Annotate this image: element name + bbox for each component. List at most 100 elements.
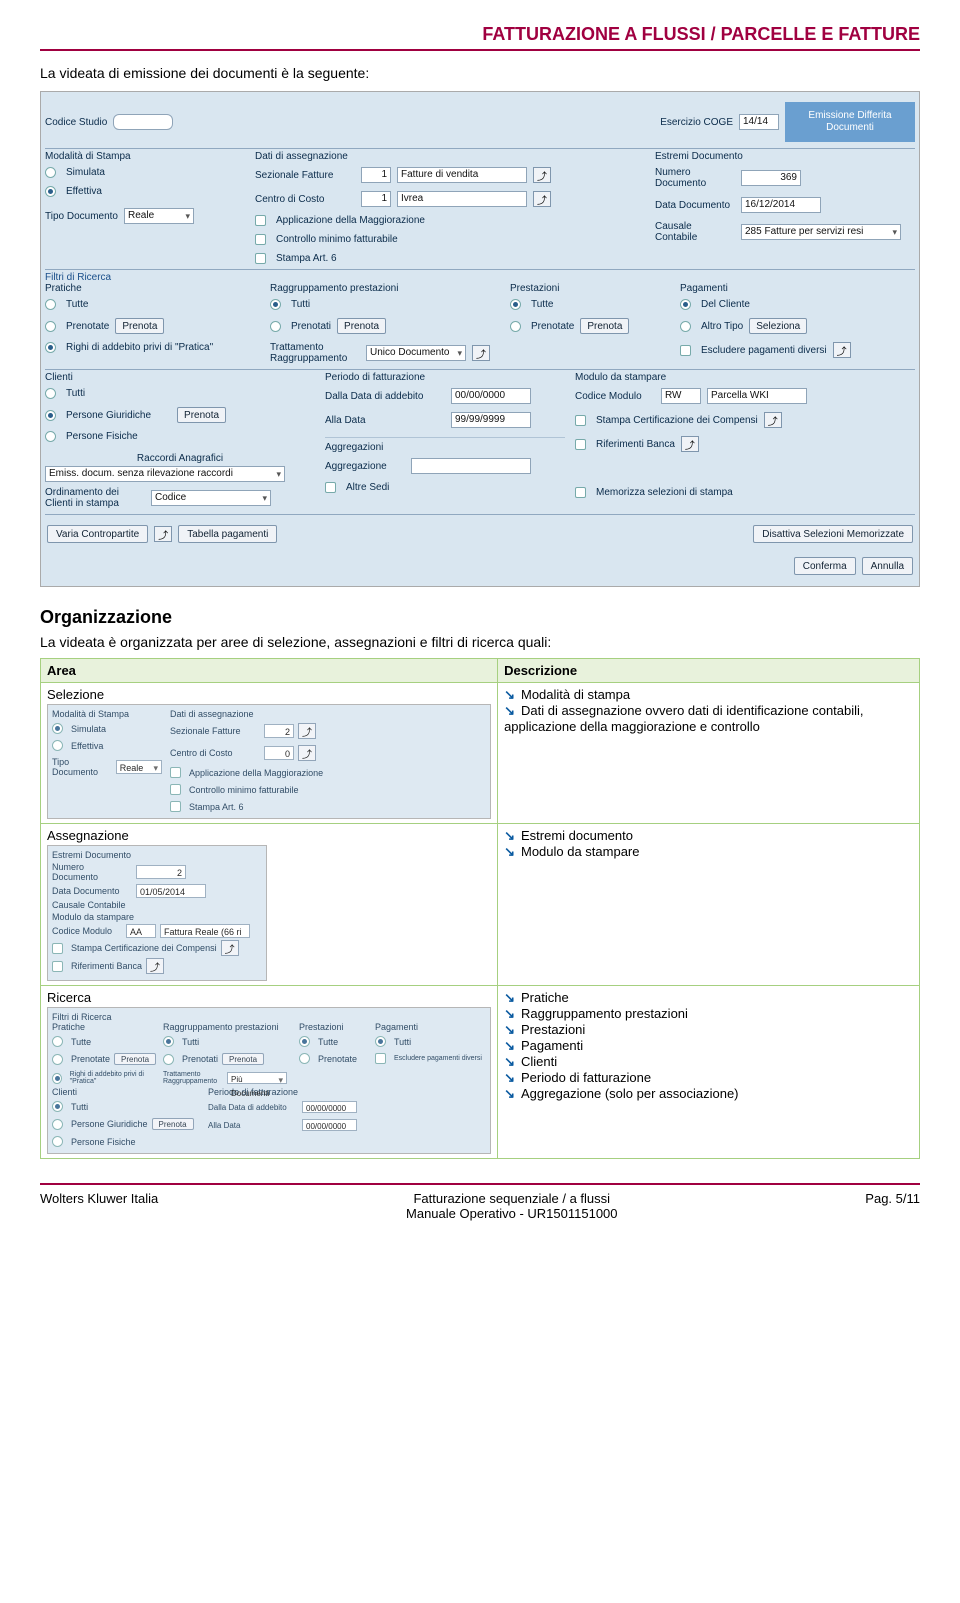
raggr-tutti-radio[interactable] [270,299,281,310]
list-item: Dati di assegnazione ovvero dati di iden… [504,703,913,734]
prest-tutte-radio[interactable] [510,299,521,310]
filtri-ricerca-label: Filtri di Ricerca [45,272,111,283]
sezionale-lookup-icon[interactable]: ⤴ [533,167,551,183]
memorizza-check[interactable] [575,487,586,498]
organizzazione-table: Area Descrizione Selezione Modalità di S… [40,658,920,1159]
tratt-raggr-dropdown[interactable]: Unico Documento [366,345,466,361]
tipo-documento-dropdown[interactable]: Reale [124,208,194,224]
prest-prenota-button[interactable]: Prenota [580,318,629,334]
esercizio-coge-field[interactable]: 14/14 [739,114,779,130]
esercizio-coge-label: Esercizio COGE [660,117,733,128]
mini-assegnazione-panel: Estremi Documento Numero Documento2 Data… [47,845,267,981]
aggregazione-field[interactable] [411,458,531,474]
controllo-min-check[interactable] [255,234,266,245]
dalla-data-field[interactable]: 00/00/0000 [451,388,531,404]
varia-lookup-icon[interactable]: ⤴ [154,526,172,542]
varia-contropartite-button[interactable]: Varia Contropartite [47,525,148,543]
numero-doc-label: Numero Documento [655,167,735,189]
pratiche-prenota-button[interactable]: Prenota [115,318,164,334]
centro-costo-desc-field[interactable]: Ivrea [397,191,527,207]
codice-modulo-desc-field[interactable]: Parcella WKI [707,388,807,404]
causale-dropdown[interactable]: 285 Fatture per servizi resi [741,224,901,240]
pratiche-prenotate-radio[interactable] [45,321,56,332]
table-row: Selezione Modalità di Stampa Simulata Ef… [41,683,920,824]
prestazioni-label: Prestazioni [510,283,670,294]
organizzazione-title: Organizzazione [40,607,920,628]
centro-costo-label: Centro di Costo [255,194,355,205]
codice-studio-field[interactable] [113,114,173,130]
simulata-radio[interactable] [45,167,56,178]
escludere-pag-lookup-icon[interactable]: ⤴ [833,342,851,358]
ordinamento-dropdown[interactable]: Codice [151,490,271,506]
righi-addebito-radio[interactable] [45,342,56,353]
altre-sedi-check[interactable] [325,482,336,493]
lookup-icon[interactable]: ⤴ [221,940,239,956]
sezionale-desc-field[interactable]: Fatture di vendita [397,167,527,183]
clienti-pg-radio[interactable] [45,410,56,421]
escludere-pag-check[interactable] [680,345,691,356]
raggr-prenota-button[interactable]: Prenota [337,318,386,334]
disattiva-selezioni-button[interactable]: Disattiva Selezioni Memorizzate [753,525,913,543]
footer-left: Wolters Kluwer Italia [40,1191,158,1221]
pag-altro-radio[interactable] [680,321,691,332]
centro-costo-num-field[interactable]: 1 [361,191,391,207]
modulo-stampare-label: Modulo da stampare [575,372,915,383]
tipo-documento-label: Tipo Documento [45,211,118,222]
list-item: Pratiche [504,990,913,1006]
rif-banca-check[interactable] [575,439,586,450]
alla-data-field[interactable]: 99/99/9999 [451,412,531,428]
effettiva-label: Effettiva [66,186,102,197]
data-doc-field[interactable]: 16/12/2014 [741,197,821,213]
annulla-button[interactable]: Annulla [862,557,913,575]
list-item: Estremi documento [504,828,913,844]
main-ui-panel: Codice Studio Esercizio COGE 14/14 Emiss… [40,91,920,587]
list-item: Periodo di fatturazione [504,1070,913,1086]
raggr-prenotati-radio[interactable] [270,321,281,332]
footer-right: Pag. 5/11 [865,1191,920,1221]
effettiva-radio[interactable] [45,186,56,197]
aggregazione-label: Aggregazione [325,461,405,472]
sezionale-num-field[interactable]: 1 [361,167,391,183]
table-row: Ricerca Filtri di Ricerca Pratiche Tutte… [41,986,920,1159]
tabella-pagamenti-button[interactable]: Tabella pagamenti [178,525,277,543]
lookup-icon[interactable]: ⤴ [298,745,316,761]
list-item: Clienti [504,1054,913,1070]
causale-label: Causale Contabile [655,221,735,243]
stampa-art6-check[interactable] [255,253,266,264]
codice-modulo-field[interactable]: RW [661,388,701,404]
prest-prenotate-radio[interactable] [510,321,521,332]
stampa-cert-lookup-icon[interactable]: ⤴ [764,412,782,428]
area-assegnazione-label: Assegnazione [47,828,491,843]
pratiche-tutte-radio[interactable] [45,299,56,310]
col-area-header: Area [41,659,498,683]
pag-delcliente-radio[interactable] [680,299,691,310]
centro-costo-lookup-icon[interactable]: ⤴ [533,191,551,207]
lookup-icon[interactable]: ⤴ [146,958,164,974]
alla-data-label: Alla Data [325,415,445,426]
clienti-prenota-button[interactable]: Prenota [177,407,226,423]
simulata-label: Simulata [66,167,105,178]
clienti-tutti-radio[interactable] [45,388,56,399]
ordinamento-label: Ordinamento dei Clienti in stampa [45,487,145,509]
clienti-label: Clienti [45,372,315,383]
list-item: Prestazioni [504,1022,913,1038]
data-doc-label: Data Documento [655,200,735,211]
raccordi-dropdown[interactable]: Emiss. docum. senza rilevazione raccordi [45,466,285,482]
pratiche-label: Pratiche [45,283,260,294]
numero-doc-field[interactable]: 369 [741,170,801,186]
pag-seleziona-button[interactable]: Seleziona [749,318,807,334]
mini-selezione-panel: Modalità di Stampa Simulata Effettiva Ti… [47,704,491,819]
rif-banca-lookup-icon[interactable]: ⤴ [681,436,699,452]
aggregazioni-label: Aggregazioni [325,437,565,453]
clienti-pf-radio[interactable] [45,431,56,442]
pagamenti-label: Pagamenti [680,283,915,294]
stampa-cert-check[interactable] [575,415,586,426]
app-maggiorazione-check[interactable] [255,215,266,226]
area-ricerca-label: Ricerca [47,990,491,1005]
conferma-button[interactable]: Conferma [794,557,856,575]
raggr-prest-label: Raggruppamento prestazioni [270,283,500,294]
lookup-icon[interactable]: ⤴ [298,723,316,739]
tratt-raggr-lookup-icon[interactable]: ⤴ [472,345,490,361]
area-selezione-label: Selezione [47,687,491,702]
page-footer: Wolters Kluwer Italia Fatturazione seque… [40,1183,920,1221]
